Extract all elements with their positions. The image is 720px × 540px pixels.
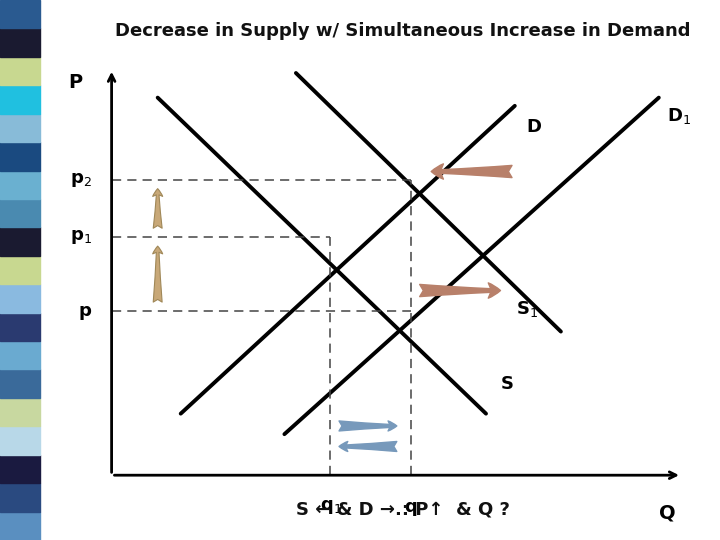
Text: Decrease in Supply w/ Simultaneous Increase in Demand: Decrease in Supply w/ Simultaneous Incre…: [115, 22, 691, 39]
Text: p$_2$: p$_2$: [70, 171, 91, 188]
Text: S: S: [500, 375, 513, 393]
Text: q$_1$: q$_1$: [320, 498, 341, 516]
Text: S$_1$: S$_1$: [516, 299, 538, 319]
Text: D$_1$: D$_1$: [667, 106, 691, 126]
Text: Q: Q: [660, 504, 676, 523]
Text: q: q: [405, 498, 418, 516]
Text: p$_1$: p$_1$: [70, 228, 91, 246]
Text: P: P: [68, 73, 83, 92]
Text: S ← & D →.: P↑  & Q ?: S ← & D →.: P↑ & Q ?: [296, 501, 510, 518]
Text: p: p: [78, 302, 91, 320]
Text: D: D: [526, 118, 541, 136]
